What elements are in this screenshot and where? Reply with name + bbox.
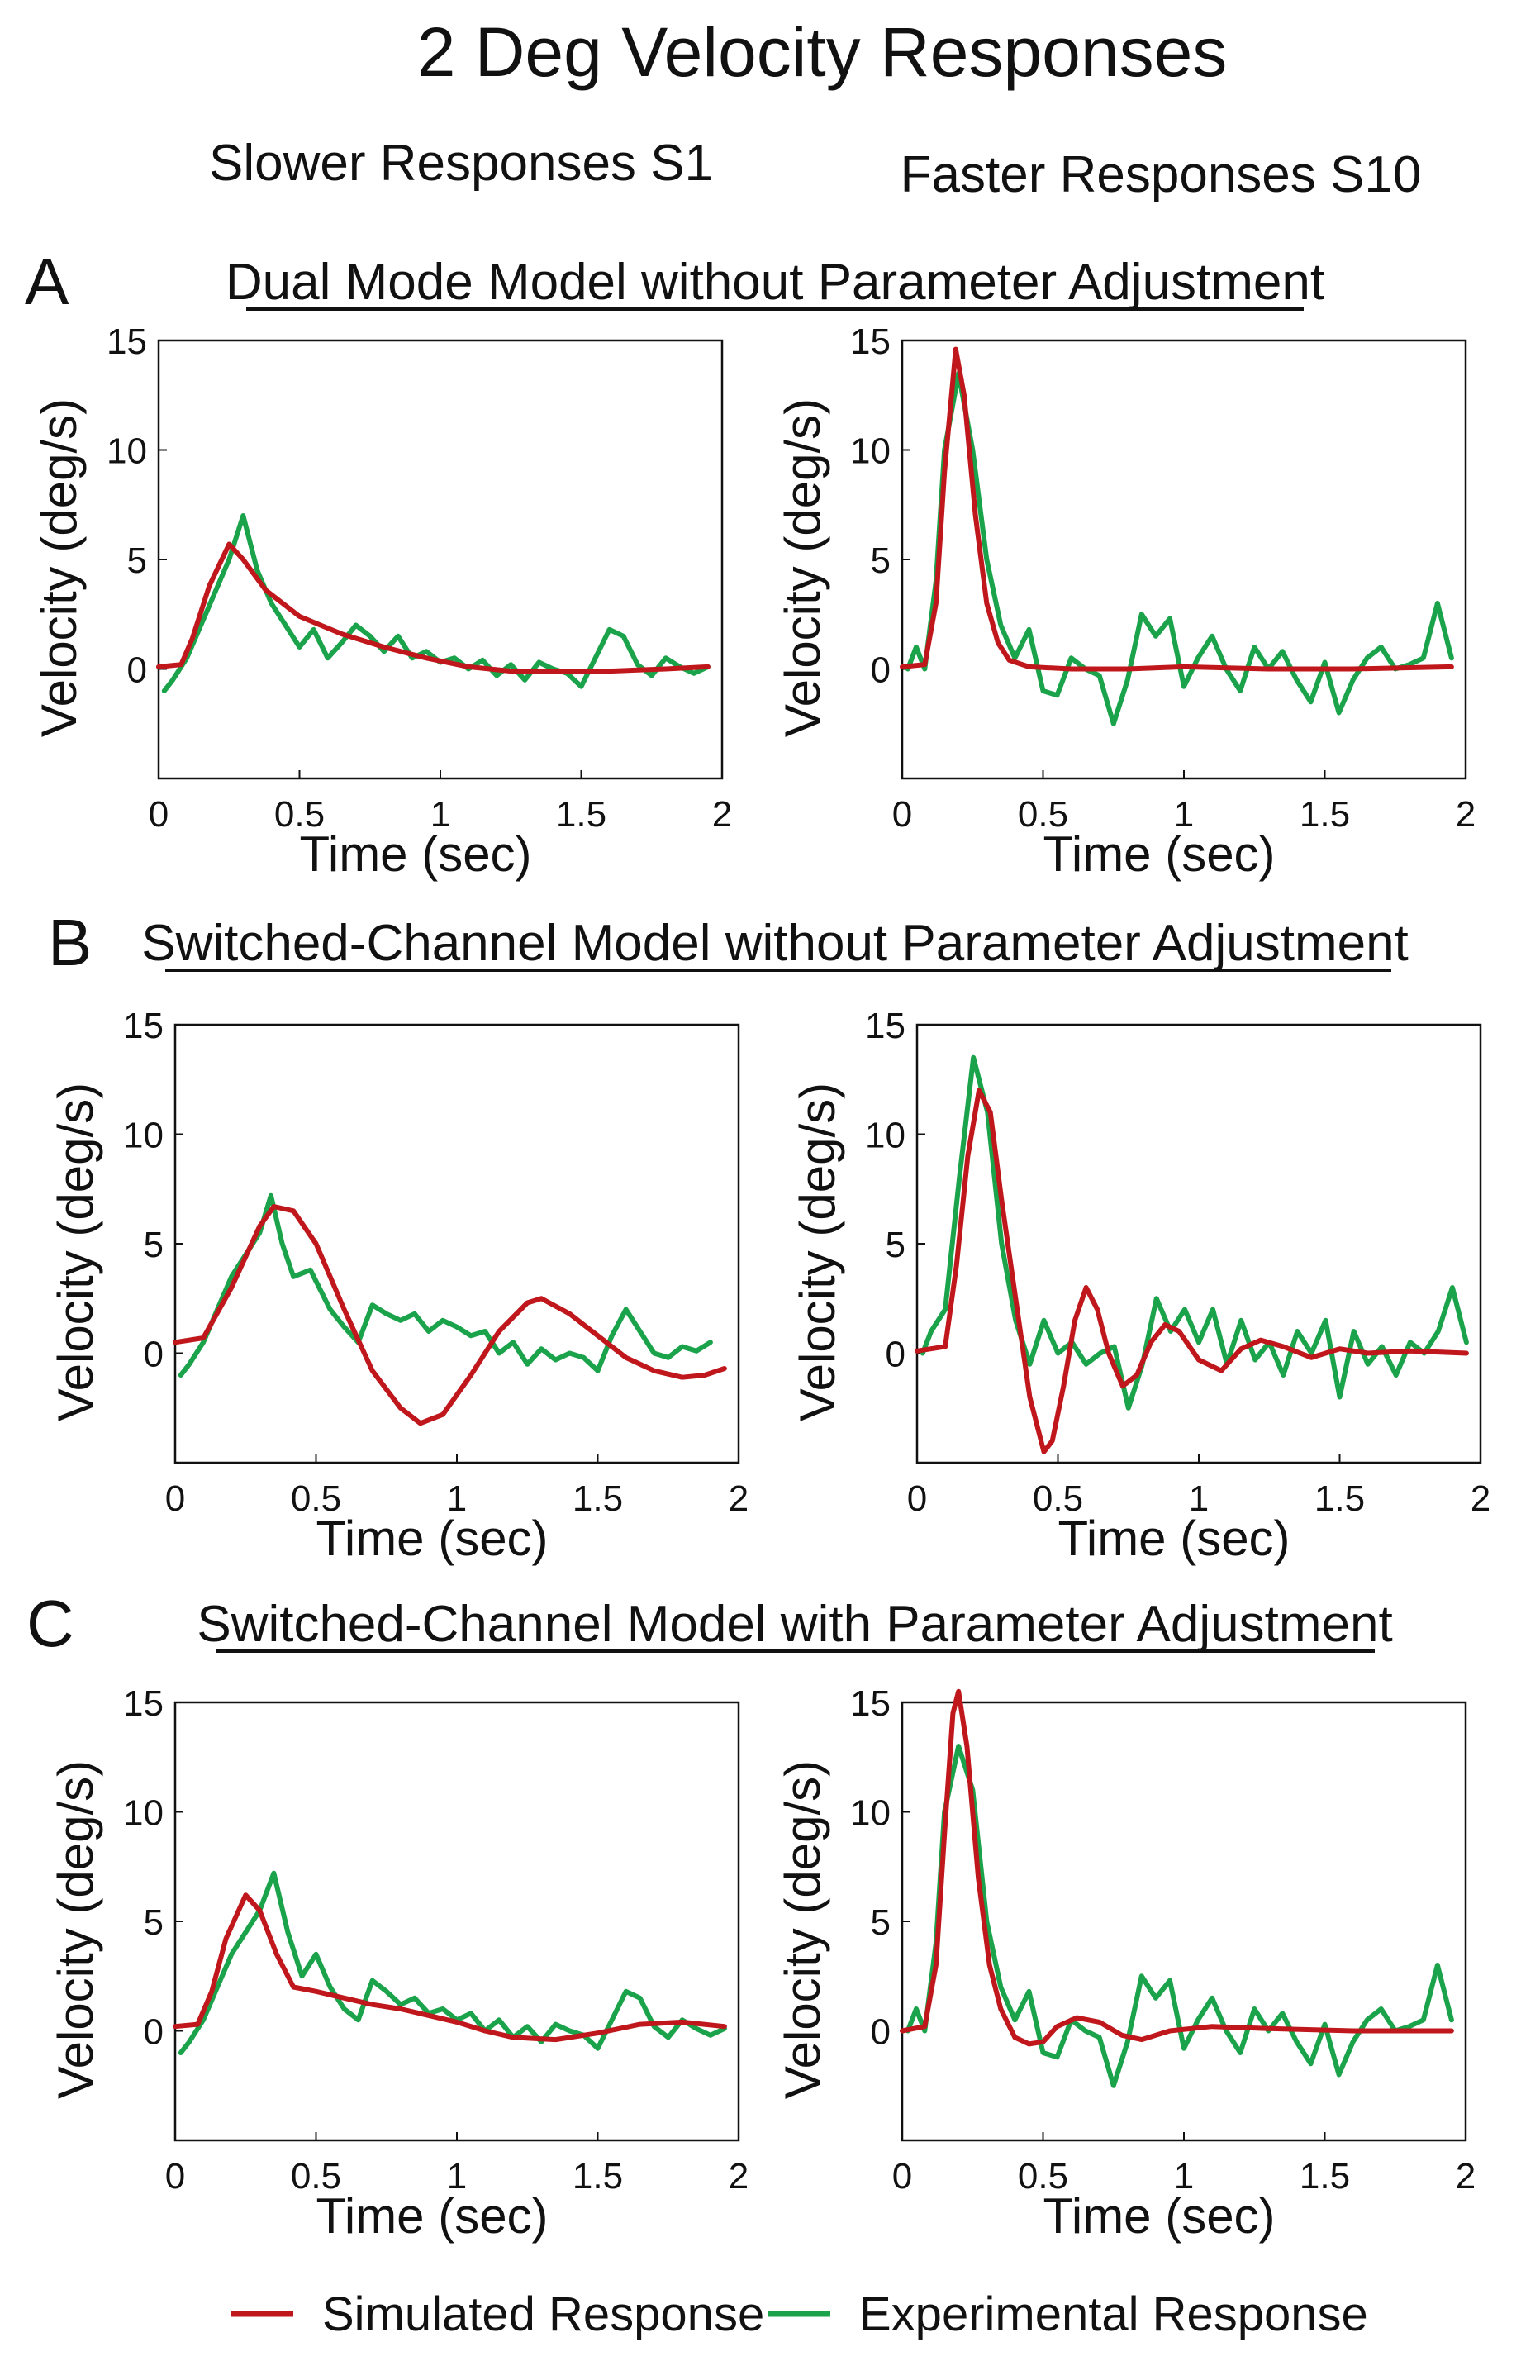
series-line-simulated-response-c-s10 xyxy=(900,1688,1454,2047)
panel-letter-c: C xyxy=(26,1587,74,1660)
x-tick-label-c-s10: 1 xyxy=(1174,2156,1194,2197)
x-tick-label-c-s1: 1 xyxy=(447,2156,467,2197)
x-tick-label-c-s1: 2 xyxy=(729,2156,749,2197)
x-tick-label-b-s10: 2 xyxy=(1471,1478,1490,1519)
x-tick-label-c-s1: 1.5 xyxy=(573,2156,623,2197)
series-line-simulated-response-a-s1 xyxy=(156,541,711,674)
x-axis-label-a-s1: Time (sec) xyxy=(299,826,531,882)
x-tick-label-b-s1: 1.5 xyxy=(573,1478,623,1519)
plot-frame-c-s1 xyxy=(173,1701,740,2142)
x-axis-label-c-s1: Time (sec) xyxy=(316,2188,548,2244)
x-tick-label-a-s1: 0.5 xyxy=(274,794,325,835)
y-tick-label-a-s10: 0 xyxy=(871,650,891,691)
x-tick-label-b-s10: 1.5 xyxy=(1314,1478,1365,1519)
y-axis-label-b-s1: Velocity (deg/s) xyxy=(48,1083,103,1421)
y-tick-label-b-s1: 10 xyxy=(123,1116,164,1156)
x-tick-label-c-s10: 2 xyxy=(1456,2156,1476,2197)
x-tick-label-a-s1: 1.5 xyxy=(556,794,606,835)
x-tick-label-b-s10: 0 xyxy=(907,1478,927,1519)
x-tick-label-a-s10: 1.5 xyxy=(1300,794,1350,835)
series-line-experimental-response-b-s10 xyxy=(920,1054,1469,1411)
y-tick-label-c-s1: 5 xyxy=(144,1902,164,1943)
x-tick-label-a-s1: 2 xyxy=(712,794,732,835)
y-tick-label-c-s10: 0 xyxy=(871,2012,891,2053)
chart-a-s10: 0 0.5 1 1.5 2 0 5 10 15 Time (sec) Velocity (deg/s… xyxy=(775,321,1476,882)
legend-label-simulated: Simulated Response xyxy=(322,2287,764,2341)
x-axis-label-b-s10: Time (sec) xyxy=(1058,1511,1290,1566)
y-axis-label-c-s10: Velocity (deg/s) xyxy=(775,1760,830,2099)
y-tick-label-b-s10: 15 xyxy=(865,1006,905,1046)
x-tick-label-b-s1: 2 xyxy=(729,1478,749,1519)
y-tick-label-a-s1: 10 xyxy=(107,431,147,472)
series-line-experimental-response-c-s1 xyxy=(178,1870,727,2055)
x-tick-label-a-s10: 1 xyxy=(1174,794,1194,835)
y-tick-label-b-s1: 5 xyxy=(144,1225,164,1265)
y-tick-label-c-s10: 10 xyxy=(850,1793,891,1834)
x-tick-label-c-s1: 0.5 xyxy=(291,2156,341,2197)
x-tick-label-c-s10: 0.5 xyxy=(1018,2156,1068,2197)
x-tick-label-c-s1: 0 xyxy=(165,2156,185,2197)
y-tick-label-b-s10: 10 xyxy=(865,1116,905,1156)
series-line-experimental-response-a-s10 xyxy=(905,370,1454,726)
y-tick-label-a-s10: 10 xyxy=(850,431,891,472)
panel-letter-b: B xyxy=(48,906,92,979)
y-tick-label-a-s1: 0 xyxy=(127,650,147,691)
y-tick-label-c-s1: 0 xyxy=(144,2012,164,2053)
y-axis-label-a-s10: Velocity (deg/s) xyxy=(775,398,830,737)
series-line-simulated-response-b-s10 xyxy=(915,1088,1469,1454)
column-title-faster: Faster Responses S10 xyxy=(901,146,1422,203)
figure-title: 2 Deg Velocity Responses xyxy=(417,13,1228,91)
x-tick-label-b-s1: 1 xyxy=(447,1478,467,1519)
x-tick-label-a-s1: 0 xyxy=(149,794,169,835)
y-tick-label-b-s10: 5 xyxy=(886,1225,905,1265)
chart-c-s1: 0 0.5 1 1.5 2 0 5 10 15 Time (sec) Velocity (deg/s… xyxy=(48,1683,749,2244)
series-line-simulated-response-a-s10 xyxy=(900,346,1454,672)
x-tick-label-b-s1: 0.5 xyxy=(291,1478,341,1519)
panel-title-c: Switched-Channel Model with Parameter Ad… xyxy=(197,1596,1392,1653)
y-tick-label-c-s10: 5 xyxy=(871,1902,891,1943)
x-tick-label-a-s10: 0 xyxy=(892,794,912,835)
x-tick-label-a-s1: 1 xyxy=(430,794,450,835)
x-tick-label-c-s10: 0 xyxy=(892,2156,912,2197)
x-axis-label-a-s10: Time (sec) xyxy=(1043,826,1275,882)
y-tick-label-a-s10: 5 xyxy=(871,540,891,581)
y-tick-label-c-s1: 10 xyxy=(123,1793,164,1834)
y-tick-label-b-s10: 0 xyxy=(886,1335,905,1375)
chart-b-s10: 0 0.5 1 1.5 2 0 5 10 15 Time (sec) Velocity (deg/s… xyxy=(790,1006,1490,1566)
y-axis-label-c-s1: Velocity (deg/s) xyxy=(48,1760,103,2099)
panel-letter-a: A xyxy=(25,245,69,318)
x-tick-label-a-s10: 2 xyxy=(1456,794,1476,835)
y-tick-label-c-s1: 15 xyxy=(123,1683,164,1724)
x-axis-label-b-s1: Time (sec) xyxy=(316,1511,548,1566)
series-line-experimental-response-c-s10 xyxy=(905,1744,1454,2088)
panel-title-b: Switched-Channel Model without Parameter… xyxy=(141,915,1409,972)
series-line-simulated-response-c-s1 xyxy=(173,1892,727,2043)
series-line-experimental-response-a-s1 xyxy=(161,513,711,693)
x-tick-label-b-s1: 0 xyxy=(165,1478,185,1519)
series-line-simulated-response-b-s1 xyxy=(173,1204,727,1426)
x-tick-label-a-s10: 0.5 xyxy=(1018,794,1068,835)
x-tick-label-b-s10: 0.5 xyxy=(1033,1478,1083,1519)
legend: Simulated Response Experimental Response xyxy=(231,2287,1368,2341)
chart-b-s1: 0 0.5 1 1.5 2 0 5 10 15 Time (sec) Velocity (deg/s… xyxy=(48,1006,749,1566)
y-tick-label-a-s10: 15 xyxy=(850,321,891,362)
y-tick-label-a-s1: 15 xyxy=(107,321,147,362)
y-tick-label-a-s1: 5 xyxy=(127,540,147,581)
legend-label-experimental: Experimental Response xyxy=(859,2287,1368,2341)
y-tick-label-c-s10: 15 xyxy=(850,1683,891,1724)
y-tick-label-b-s1: 0 xyxy=(144,1335,164,1375)
panel-title-a: Dual Mode Model without Parameter Adjust… xyxy=(226,254,1324,311)
x-tick-label-b-s10: 1 xyxy=(1189,1478,1209,1519)
x-axis-label-c-s10: Time (sec) xyxy=(1043,2188,1275,2244)
chart-a-s1: 0 0.5 1 1.5 2 0 5 10 15 Time (sec) Velocity (deg/s… xyxy=(31,321,732,882)
y-axis-label-b-s10: Velocity (deg/s) xyxy=(790,1083,845,1421)
chart-c-s10: 0 0.5 1 1.5 2 0 5 10 15 Time (sec) Velocity (deg/s… xyxy=(775,1683,1476,2244)
column-title-slower: Slower Responses S1 xyxy=(209,135,713,192)
x-tick-label-c-s10: 1.5 xyxy=(1300,2156,1350,2197)
y-tick-label-b-s1: 15 xyxy=(123,1006,164,1046)
y-axis-label-a-s1: Velocity (deg/s) xyxy=(31,398,87,737)
